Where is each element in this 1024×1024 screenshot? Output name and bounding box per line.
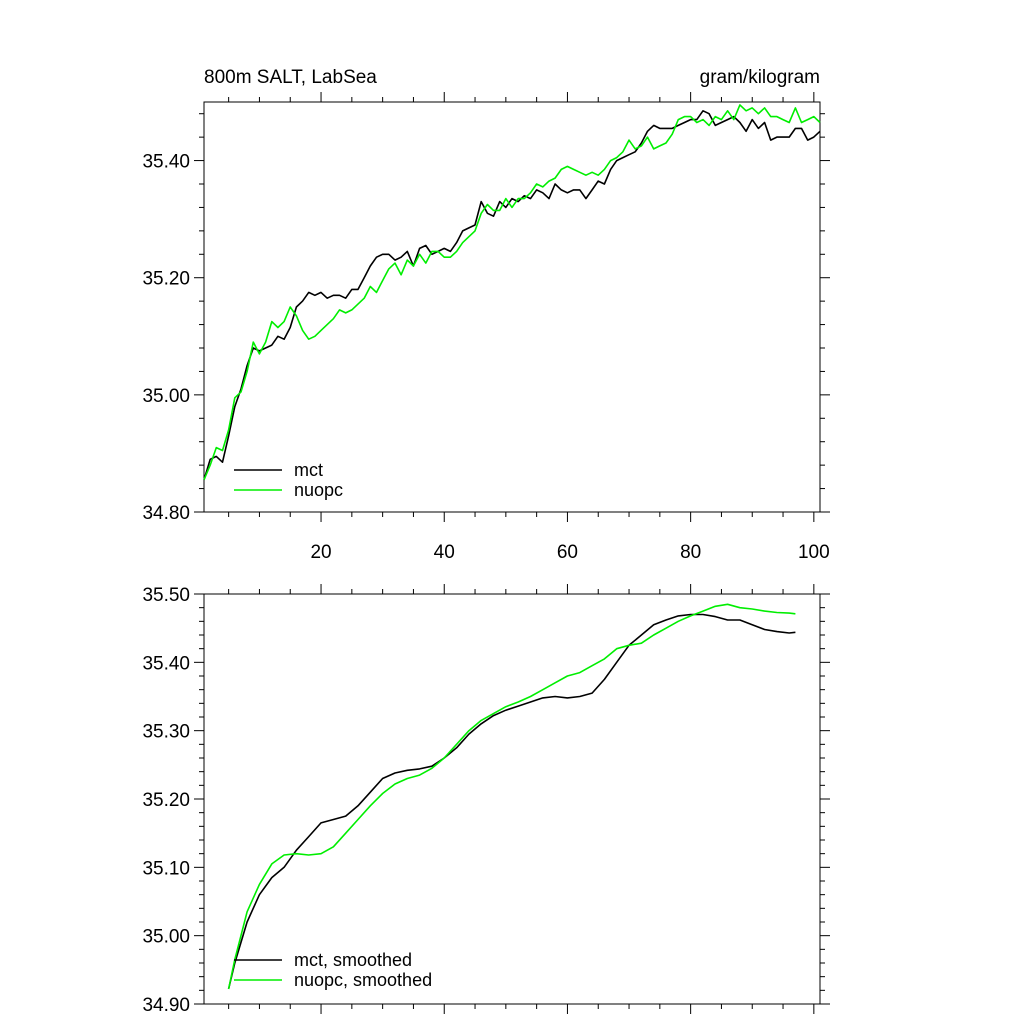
y-tick-label: 35.00 xyxy=(142,386,190,407)
y-tick-label: 35.50 xyxy=(142,585,190,606)
series-line-mct xyxy=(203,110,821,481)
y-tick-label: 35.20 xyxy=(142,790,190,811)
y-tick-label: 35.30 xyxy=(142,722,190,743)
plot-frame xyxy=(203,101,821,513)
legend-label: mct, smoothed xyxy=(294,950,412,970)
y-tick-label: 34.90 xyxy=(142,995,190,1016)
top-panel-salt-raw: 800m SALT, LabSea gram/kilogram 34.80 35.… xyxy=(142,67,830,563)
legend-label: mct xyxy=(294,460,323,480)
series-line-nuopc xyxy=(227,603,796,990)
y-tick-label: 35.10 xyxy=(142,858,190,879)
top-panel-units: gram/kilogram xyxy=(700,67,820,88)
y-tick-label: 34.80 xyxy=(142,503,190,524)
y-tick-label: 35.40 xyxy=(142,653,190,674)
legend-label: nuopc xyxy=(294,480,343,500)
y-tick-label: 35.20 xyxy=(142,269,190,290)
x-tick-label: 40 xyxy=(434,542,455,563)
plot-frame xyxy=(203,593,821,1005)
y-tick-label: 35.00 xyxy=(142,927,190,948)
x-tick-label: 100 xyxy=(798,542,830,563)
legend-label: nuopc, smoothed xyxy=(294,970,432,990)
series-line-nuopc xyxy=(203,104,821,481)
x-tick-label: 20 xyxy=(310,542,331,563)
x-tick-label: 60 xyxy=(557,542,578,563)
bottom-panel-salt-smoothed: 34.90 35.00 35.10 35.20 35.30 35.40 35.50 mct, … xyxy=(142,584,830,1016)
top-panel-title: 800m SALT, LabSea xyxy=(204,67,377,88)
y-tick-label: 35.40 xyxy=(142,152,190,173)
series-line-mct xyxy=(227,613,796,990)
x-tick-label: 80 xyxy=(680,542,701,563)
